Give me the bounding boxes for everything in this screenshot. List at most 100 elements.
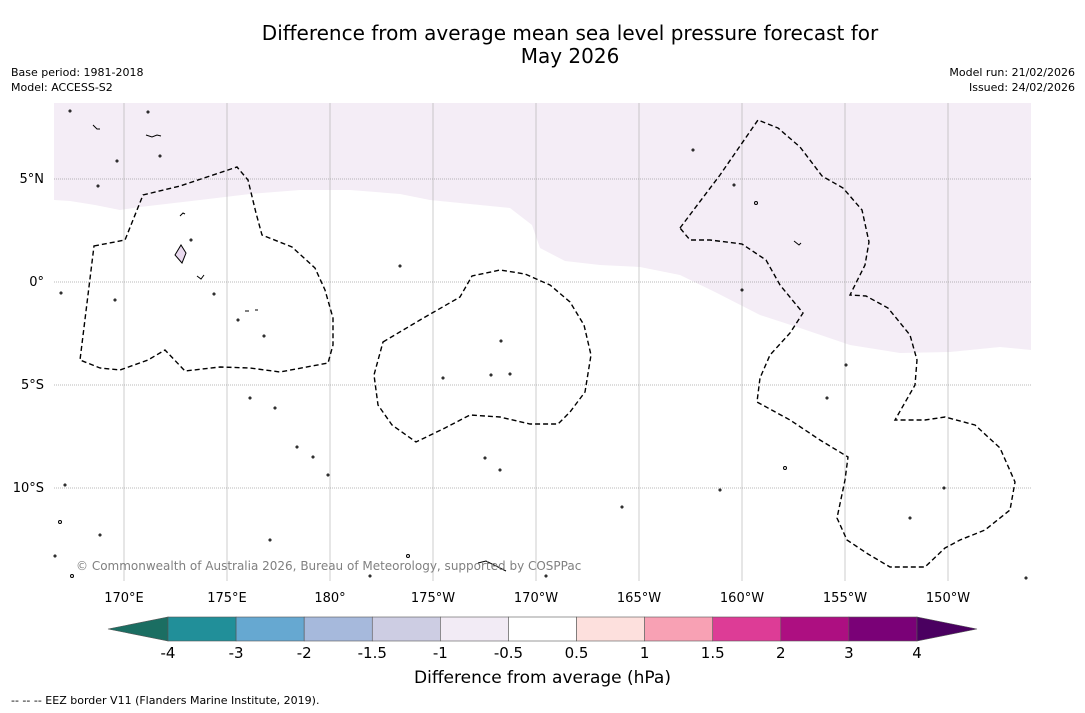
colorbar-segment bbox=[303, 616, 373, 642]
colorbar-extend-low bbox=[107, 616, 169, 642]
island bbox=[691, 148, 695, 152]
lat-label: 5°S bbox=[21, 378, 44, 393]
lon-label: 180° bbox=[314, 591, 345, 606]
island bbox=[732, 183, 736, 187]
map-panel: © Commonwealth of Australia 2026, Bureau… bbox=[53, 103, 1031, 581]
colorbar-title: Difference from average (hPa) bbox=[414, 668, 671, 688]
island bbox=[489, 373, 493, 377]
island bbox=[245, 309, 258, 312]
colorbar-tick-label: 4 bbox=[912, 644, 922, 662]
eez-kiribati-phoenix bbox=[373, 269, 592, 443]
map-title-line1: Difference from average mean sea level p… bbox=[261, 21, 879, 45]
lon-label: 175°E bbox=[207, 591, 247, 606]
islands bbox=[53, 109, 1028, 580]
island bbox=[508, 372, 512, 376]
island bbox=[441, 376, 445, 380]
island bbox=[273, 406, 277, 410]
lon-label: 150°W bbox=[926, 591, 970, 606]
colorbar-segment bbox=[576, 616, 645, 642]
colorbar-segment bbox=[371, 616, 441, 642]
island bbox=[406, 554, 410, 558]
island bbox=[718, 488, 722, 492]
colorbar-tick-label: -4 bbox=[161, 644, 176, 662]
island bbox=[844, 363, 848, 367]
base-period: Base period: 1981-2018 bbox=[11, 66, 144, 79]
island bbox=[295, 445, 299, 449]
colorbar-segment bbox=[712, 616, 782, 642]
island bbox=[92, 124, 100, 130]
graticule bbox=[54, 178, 1031, 489]
island bbox=[499, 339, 503, 343]
island bbox=[58, 520, 62, 524]
lon-label: 155°W bbox=[823, 591, 867, 606]
colorbar-extend-high bbox=[916, 616, 978, 642]
colorbar-segment bbox=[644, 616, 714, 642]
colorbar-tick-label: -2 bbox=[297, 644, 312, 662]
lon-label: 160°W bbox=[720, 591, 764, 606]
colorbar-tick-label: -1 bbox=[433, 644, 448, 662]
island bbox=[262, 334, 266, 338]
island bbox=[783, 466, 787, 470]
island bbox=[740, 288, 744, 292]
map-title-line2: May 2026 bbox=[520, 44, 620, 68]
colorbar-tick-label: 1 bbox=[640, 644, 650, 662]
colorbar-segment bbox=[235, 616, 305, 642]
island bbox=[115, 159, 119, 163]
lon-label: 170°W bbox=[514, 591, 558, 606]
left-meta: Base period: 1981-2018 Model: ACCESS-S2 bbox=[11, 65, 143, 95]
eez-kiribati-gilberts bbox=[79, 166, 334, 373]
island bbox=[477, 560, 507, 572]
island bbox=[908, 516, 912, 520]
colorbar-tick-label: -3 bbox=[229, 644, 244, 662]
island bbox=[1024, 576, 1028, 580]
colorbar-tick-label: 3 bbox=[844, 644, 854, 662]
colorbar-segment bbox=[780, 616, 850, 642]
eez-borders bbox=[79, 119, 1016, 568]
island bbox=[248, 396, 252, 400]
colorbar-segment bbox=[848, 616, 918, 642]
lat-label: 5°N bbox=[20, 172, 45, 187]
island bbox=[63, 483, 67, 487]
negative-anomaly-region bbox=[54, 103, 1031, 353]
model-run: Model run: 21/02/2026 bbox=[949, 66, 1075, 79]
island bbox=[145, 134, 162, 138]
island bbox=[793, 240, 802, 246]
island bbox=[268, 538, 272, 542]
island bbox=[236, 318, 240, 322]
colorbar-tick-label: -0.5 bbox=[494, 644, 523, 662]
island bbox=[196, 274, 205, 280]
island bbox=[68, 109, 72, 113]
island bbox=[96, 184, 100, 188]
colorbar-tick-label: -1.5 bbox=[358, 644, 387, 662]
colorbar: -4 -3 -2 -1.5 -1 -0.5 0.5 1 1.5 2 3 4 bbox=[107, 616, 978, 662]
colorbar-tick-label: 0.5 bbox=[565, 644, 589, 662]
island bbox=[174, 244, 187, 264]
island bbox=[825, 396, 829, 400]
island bbox=[498, 468, 502, 472]
island bbox=[483, 456, 487, 460]
island bbox=[113, 298, 117, 302]
island bbox=[311, 455, 315, 459]
island bbox=[544, 574, 548, 578]
island bbox=[212, 292, 216, 296]
island bbox=[398, 264, 402, 268]
colorbar-segment bbox=[508, 616, 577, 642]
colorbar-tick-label: 2 bbox=[776, 644, 786, 662]
lon-labels: 170°E 175°E 180° 175°W 170°W 165°W 160°W… bbox=[104, 591, 970, 606]
lat-labels: 5°N 0° 5°S 10°S bbox=[13, 172, 44, 496]
island bbox=[146, 110, 150, 114]
island bbox=[70, 574, 74, 578]
island bbox=[754, 201, 758, 205]
map-title: Difference from average mean sea level p… bbox=[0, 22, 1085, 68]
lon-label: 170°E bbox=[104, 591, 144, 606]
island bbox=[59, 291, 63, 295]
colorbar-tick-label: 1.5 bbox=[701, 644, 725, 662]
lon-label: 175°W bbox=[411, 591, 455, 606]
lat-label: 10°S bbox=[13, 481, 44, 496]
island bbox=[368, 574, 372, 578]
island bbox=[620, 505, 624, 509]
island bbox=[98, 533, 102, 537]
island bbox=[158, 154, 162, 158]
lat-label: 0° bbox=[29, 275, 44, 290]
